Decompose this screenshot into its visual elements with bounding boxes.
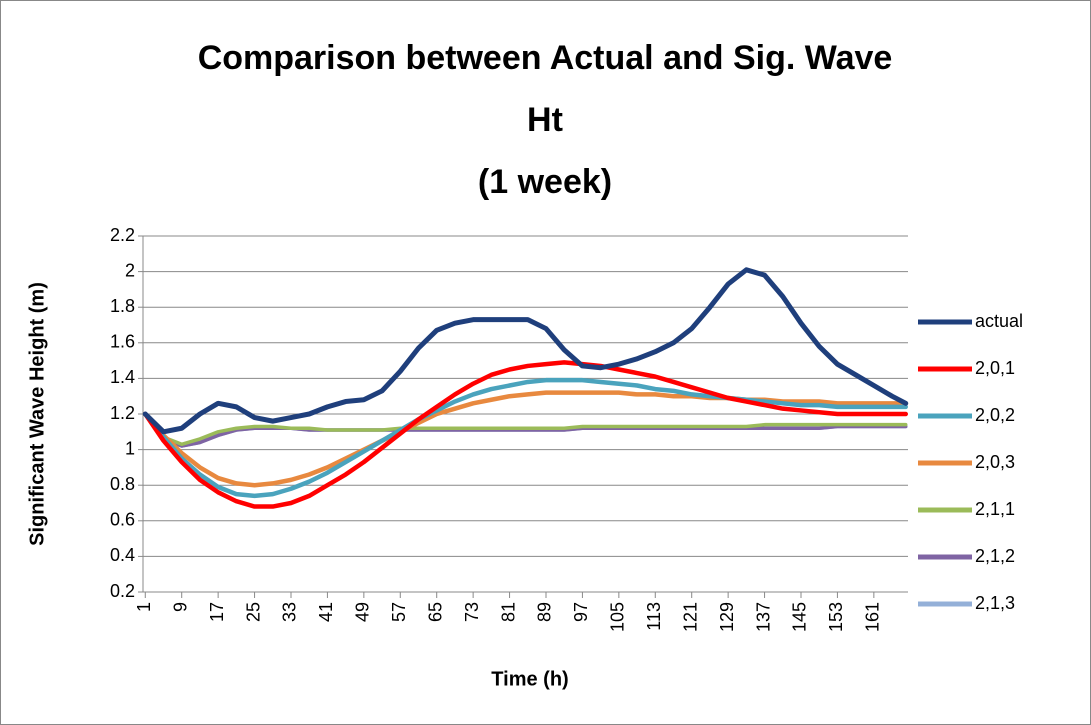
x-tick-label: 25 bbox=[243, 602, 263, 622]
y-tick-label: 1.8 bbox=[110, 296, 135, 316]
x-tick-label: 89 bbox=[535, 602, 555, 622]
x-tick-label: 97 bbox=[571, 602, 591, 622]
series-line bbox=[143, 412, 908, 448]
legend-label: 2,1,3 bbox=[975, 593, 1015, 613]
y-axis-title: Significant Wave Height (m) bbox=[26, 282, 48, 546]
x-tick-label: 1 bbox=[134, 602, 154, 612]
x-tick-label: 41 bbox=[316, 602, 336, 622]
y-tick-label: 0.6 bbox=[110, 510, 135, 530]
y-tick-label: 1.6 bbox=[110, 332, 135, 352]
x-tick-label: 57 bbox=[389, 602, 409, 622]
x-tick-label: 153 bbox=[826, 602, 846, 632]
x-axis-title: Time (h) bbox=[491, 668, 568, 690]
y-tick-label: 1.2 bbox=[110, 403, 135, 423]
legend-label: 2,0,1 bbox=[975, 358, 1015, 378]
x-tick-label: 113 bbox=[644, 602, 664, 631]
series-line bbox=[143, 377, 908, 499]
series-line bbox=[142, 267, 909, 435]
x-tick-label: 129 bbox=[717, 602, 737, 632]
y-tick-label: 0.4 bbox=[110, 545, 135, 565]
x-tick-label: 73 bbox=[462, 602, 482, 622]
x-tick-label: 105 bbox=[608, 602, 628, 632]
x-tick-label: 17 bbox=[207, 602, 227, 622]
legend-label: 2,0,3 bbox=[975, 452, 1015, 472]
x-tick-label: 81 bbox=[498, 602, 518, 622]
legend-label: 2,1,2 bbox=[975, 546, 1015, 566]
y-tick-label: 0.2 bbox=[110, 581, 135, 601]
series-line bbox=[143, 412, 908, 447]
legend-label: 2,0,2 bbox=[975, 405, 1015, 425]
y-tick-label: 2 bbox=[125, 260, 135, 280]
chart-title: Comparison between Actual and Sig. Wave bbox=[198, 39, 893, 77]
x-tick-label: 145 bbox=[790, 602, 810, 632]
x-tick-label: 121 bbox=[680, 602, 700, 632]
x-tick-label: 33 bbox=[280, 602, 300, 622]
chart-title: (1 week) bbox=[478, 163, 612, 201]
legend-label: actual bbox=[975, 311, 1023, 331]
y-tick-label: 0.8 bbox=[110, 474, 135, 494]
y-tick-label: 1 bbox=[125, 438, 135, 458]
x-tick-label: 161 bbox=[863, 602, 883, 632]
x-tick-label: 65 bbox=[425, 602, 445, 622]
y-tick-label: 1.4 bbox=[110, 367, 135, 387]
x-tick-label: 9 bbox=[170, 602, 190, 612]
chart-title: Ht bbox=[527, 101, 563, 139]
legend-label: 2,1,1 bbox=[975, 499, 1015, 519]
series-line bbox=[143, 360, 908, 509]
y-tick-label: 2.2 bbox=[110, 225, 135, 245]
x-tick-label: 137 bbox=[753, 602, 773, 632]
x-tick-label: 49 bbox=[353, 602, 373, 622]
